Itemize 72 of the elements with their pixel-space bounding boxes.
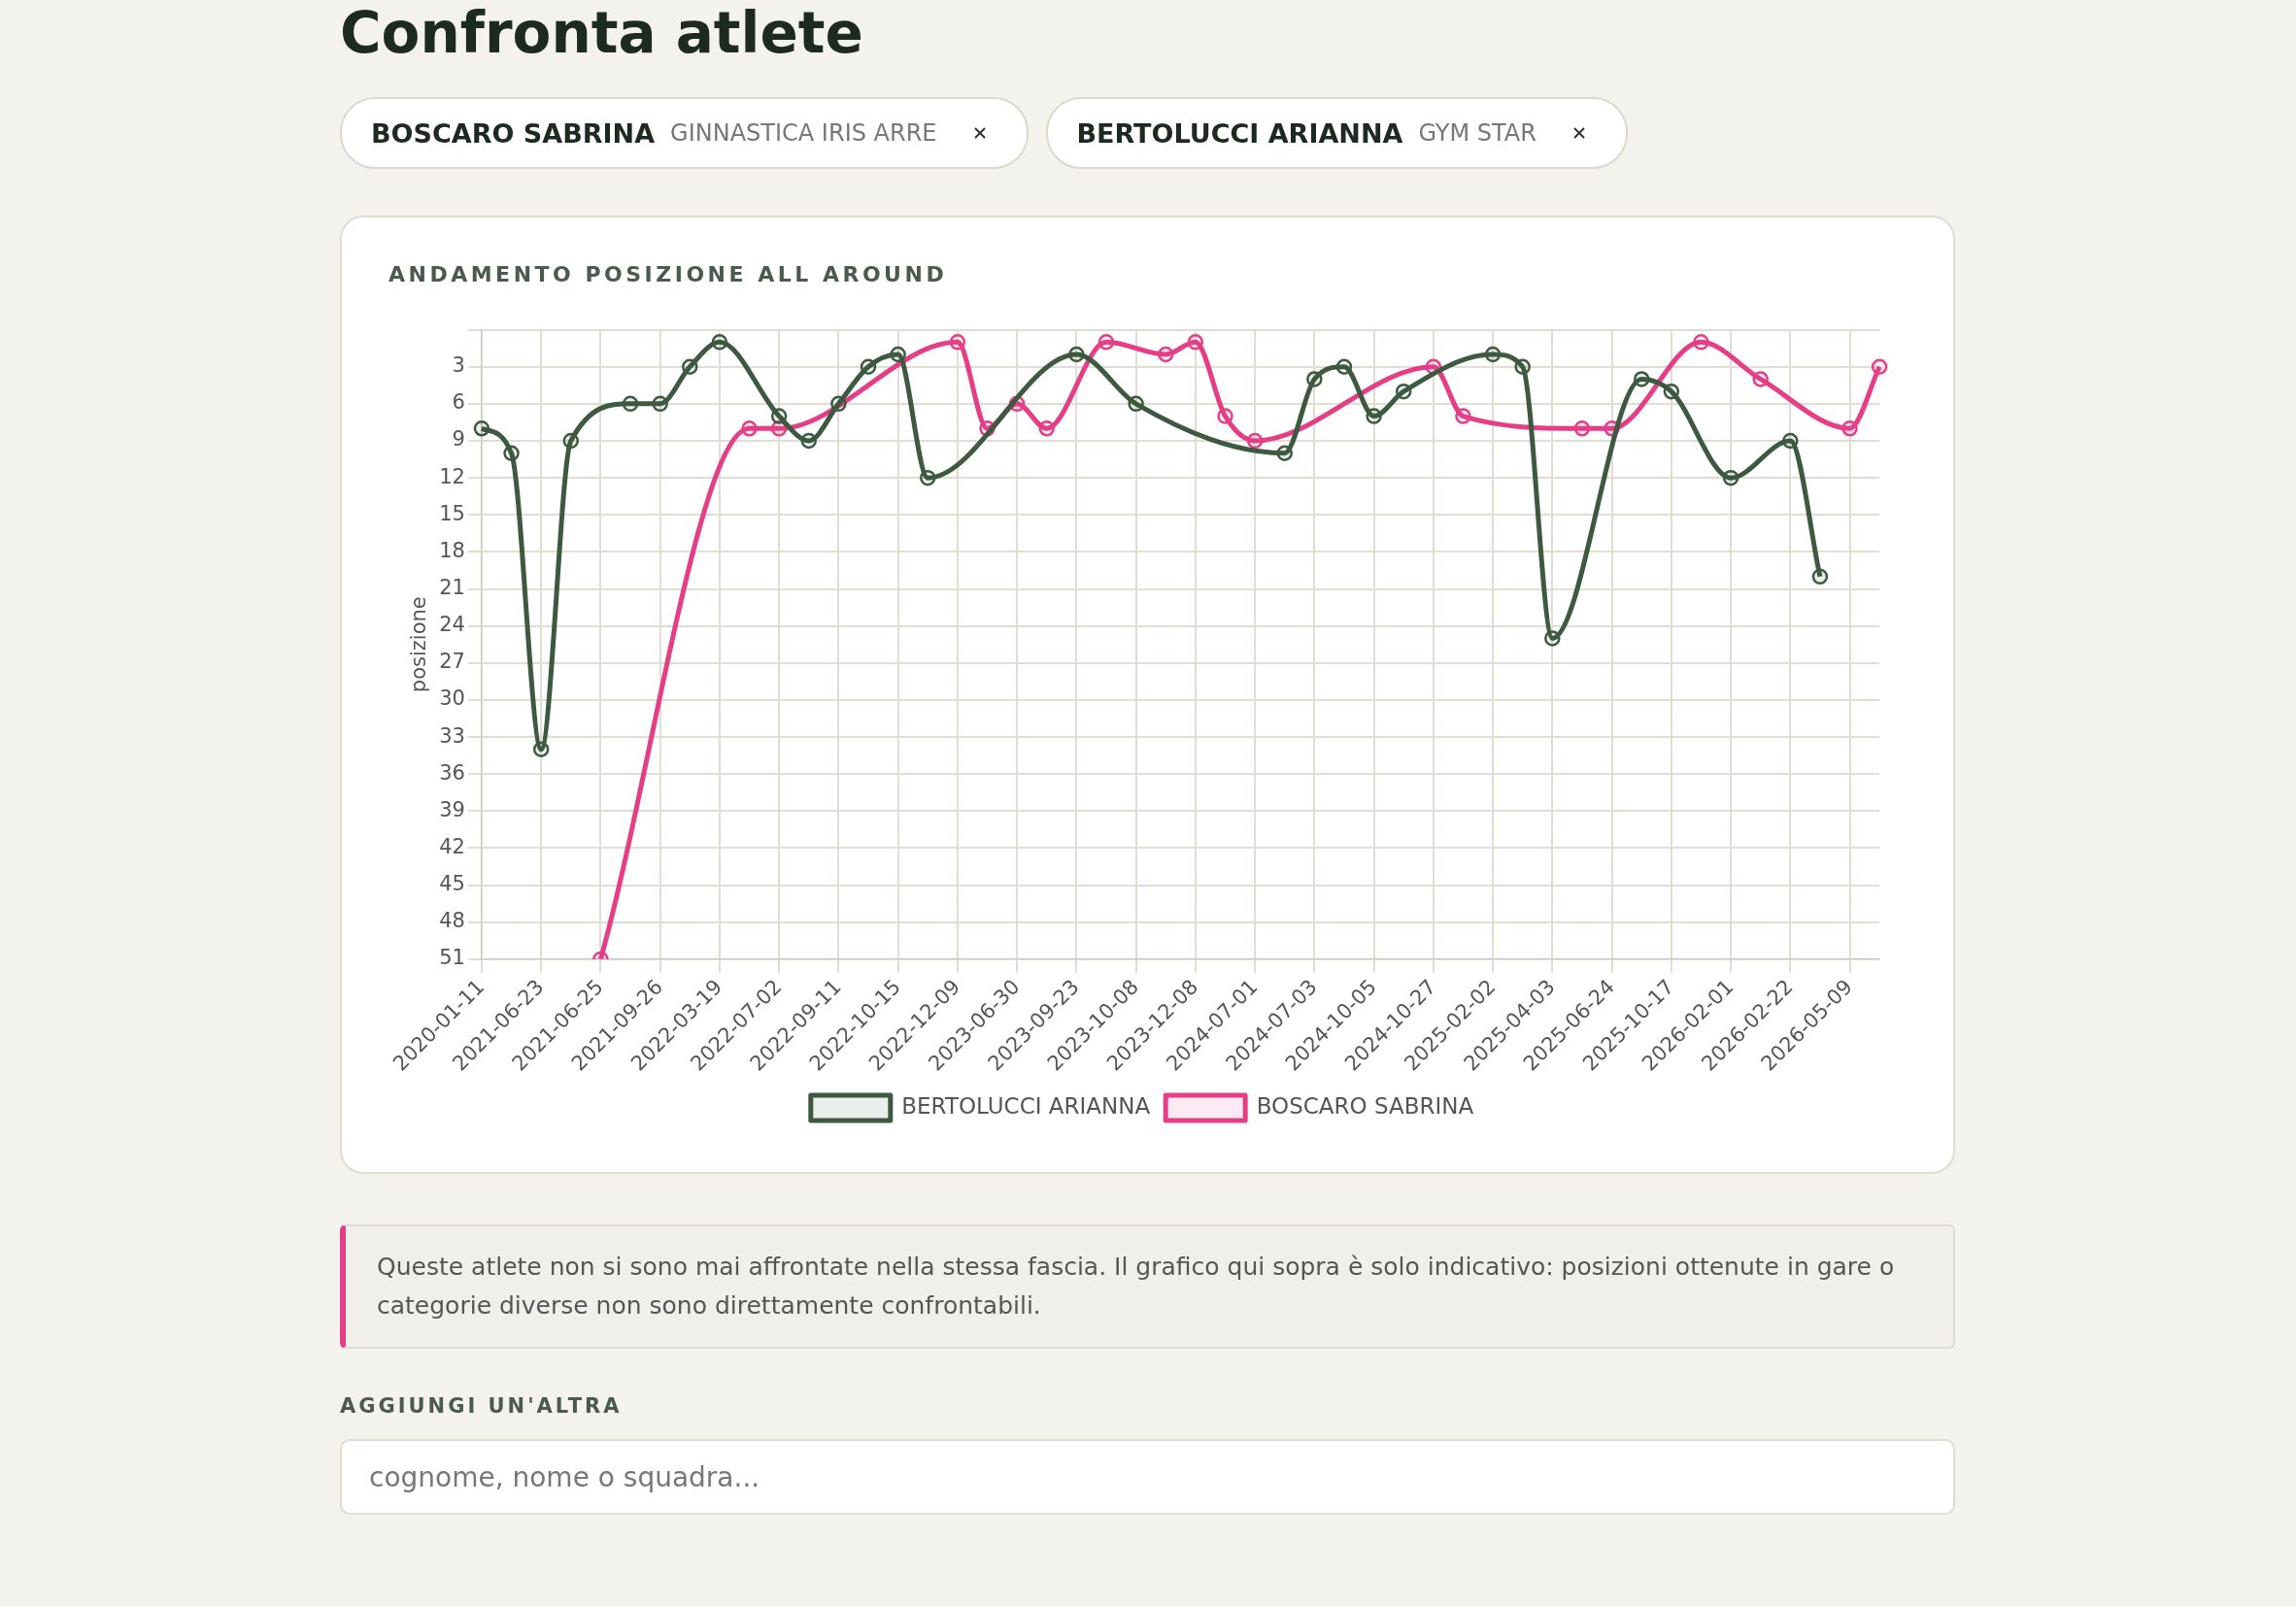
point	[800, 432, 818, 450]
y-tick-label: 33	[439, 723, 465, 748]
point	[1811, 568, 1829, 586]
y-tick-label: 18	[439, 538, 465, 562]
y-tick-label: 30	[439, 686, 465, 711]
point	[1573, 420, 1591, 437]
point	[1841, 420, 1858, 437]
chart-title: ANDAMENTO POSIZIONE ALL AROUND	[388, 262, 948, 286]
point	[1187, 334, 1204, 351]
point	[503, 445, 520, 461]
y-tick-label: 39	[439, 797, 465, 821]
legend-label: BOSCARO SABRINA	[1256, 1092, 1474, 1119]
y-tick-label: 45	[439, 872, 465, 896]
search-field: cognome, nome o squadra...	[340, 1439, 1955, 1515]
text: Confronta atlete	[340, 0, 863, 66]
point	[1097, 334, 1115, 351]
point	[860, 358, 877, 375]
y-tick-label: 24	[439, 613, 465, 637]
point	[1276, 445, 1293, 461]
y-tick-label: 21	[439, 575, 465, 599]
point	[890, 346, 906, 363]
text: GYM STAR	[1418, 119, 1536, 147]
y-tick-label: 3	[452, 353, 465, 378]
point	[562, 432, 580, 450]
text: BERTOLUCCI ARIANNA	[1076, 117, 1403, 149]
y-tick-label: 51	[439, 946, 465, 970]
point	[1663, 383, 1680, 400]
point	[1455, 408, 1471, 424]
point	[1395, 383, 1412, 400]
point	[532, 741, 550, 758]
text: AGGIUNGI UN'ALTRA	[340, 1394, 623, 1418]
y-tick-label: 15	[439, 501, 465, 525]
point	[770, 408, 788, 424]
y-axis-title: posizione	[407, 596, 431, 693]
point	[741, 420, 758, 437]
point	[1306, 371, 1323, 387]
text: Queste atlete non si sono mai affrontate nella stessa fascia. Il grafico qui sopra è solo indicativo: posizioni ottenute in gare o categorie diverse non sono direttamente confrontabili.	[340, 1224, 1955, 1349]
text: BOSCARO SABRINA	[371, 117, 656, 149]
text: GINNASTICA IRIS ARRE	[670, 119, 937, 147]
y-tick-label: 42	[439, 834, 465, 858]
point	[1246, 432, 1264, 450]
point	[622, 395, 639, 413]
point	[1722, 469, 1739, 486]
point	[1366, 408, 1382, 424]
point	[652, 395, 668, 413]
point	[1693, 334, 1709, 351]
point	[1782, 432, 1799, 450]
point	[830, 395, 847, 413]
point	[1068, 346, 1085, 363]
y-tick-label: 12	[439, 464, 465, 488]
point	[1335, 358, 1353, 375]
legend-label: BERTOLUCCI ARIANNA	[901, 1092, 1151, 1119]
y-tick-label: 48	[439, 909, 465, 933]
point	[1038, 420, 1055, 437]
point	[1217, 408, 1233, 424]
point	[473, 420, 490, 437]
point	[949, 334, 966, 351]
point	[1544, 630, 1561, 647]
point	[1871, 358, 1888, 375]
point	[682, 358, 698, 375]
y-tick-label: 9	[452, 427, 465, 452]
point	[920, 469, 936, 486]
y-tick-label: 36	[439, 760, 465, 785]
y-tick-label: 6	[452, 390, 465, 415]
point	[1128, 395, 1144, 413]
point	[1752, 371, 1769, 387]
point	[1157, 346, 1174, 363]
point	[1514, 358, 1531, 375]
point	[1484, 346, 1502, 363]
point	[1633, 371, 1650, 387]
point	[711, 334, 728, 351]
y-tick-label: 27	[439, 650, 465, 674]
